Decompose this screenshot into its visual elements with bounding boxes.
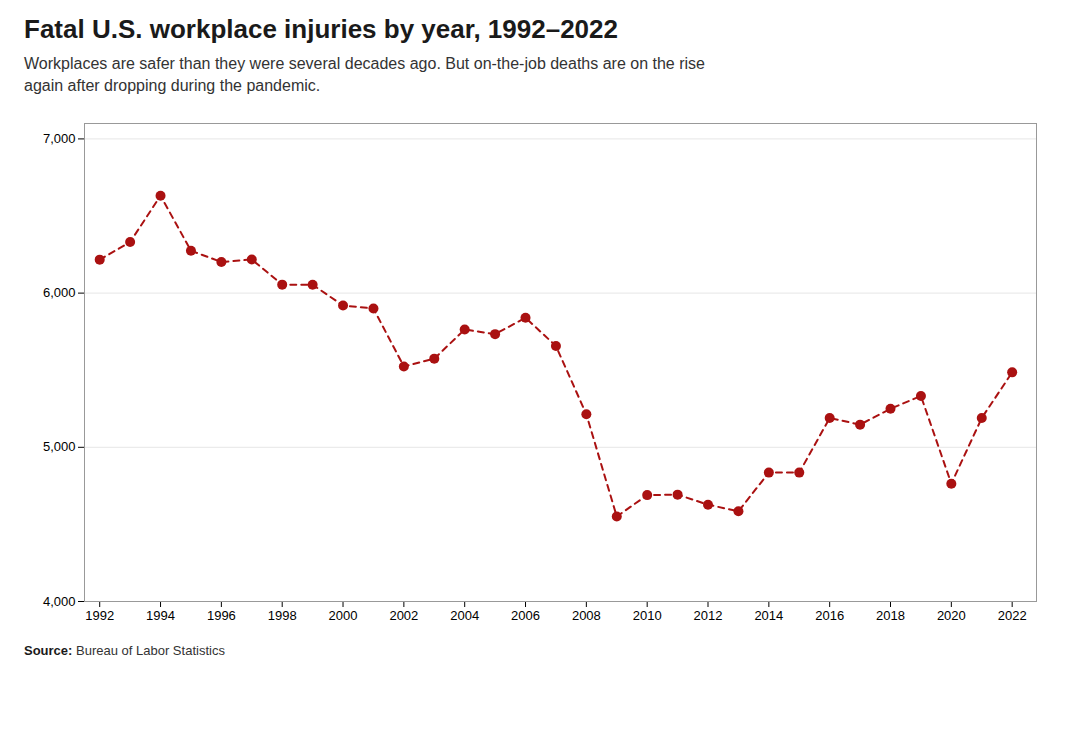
svg-text:2014: 2014 (754, 608, 783, 623)
svg-text:2022: 2022 (998, 608, 1027, 623)
svg-text:1998: 1998 (268, 608, 297, 623)
svg-text:1992: 1992 (85, 608, 114, 623)
svg-text:4,000: 4,000 (43, 594, 76, 609)
svg-text:7,000: 7,000 (43, 131, 76, 146)
svg-text:1996: 1996 (207, 608, 236, 623)
svg-text:2012: 2012 (694, 608, 723, 623)
svg-text:2000: 2000 (329, 608, 358, 623)
svg-text:5,000: 5,000 (43, 439, 76, 454)
svg-text:2008: 2008 (572, 608, 601, 623)
svg-text:2004: 2004 (450, 608, 479, 623)
svg-text:2018: 2018 (876, 608, 905, 623)
html-text:Fatal U.S. workplace injuries: Fatal U.S. workplace injuries by year, 1… (24, 14, 618, 44)
html-text:again after dropping during th: again after dropping during the pandemic… (24, 77, 321, 94)
svg-text:2002: 2002 (389, 608, 418, 623)
svg-text:2016: 2016 (815, 608, 844, 623)
html-text:Source: Bureau of Labor Statis: Source: Bureau of Labor Statistics (24, 643, 225, 658)
html-text:Workplaces are safer than they: Workplaces are safer than they were seve… (24, 55, 705, 72)
svg-text:2010: 2010 (633, 608, 662, 623)
svg-text:2020: 2020 (937, 608, 966, 623)
svg-text:2006: 2006 (511, 608, 540, 623)
svg-text:1994: 1994 (146, 608, 175, 623)
svg-text:6,000: 6,000 (43, 285, 76, 300)
